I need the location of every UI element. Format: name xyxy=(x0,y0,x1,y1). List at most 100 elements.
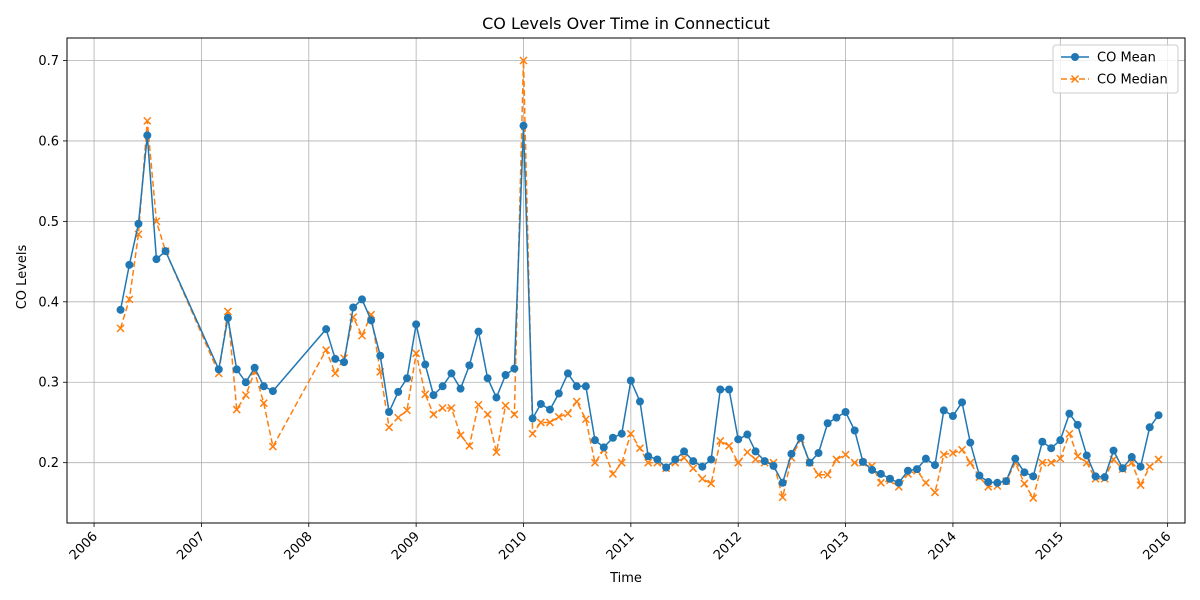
data-point-co-mean xyxy=(743,430,752,439)
data-point-co-median xyxy=(617,458,626,467)
data-point-co-median xyxy=(465,441,474,450)
data-point-co-mean xyxy=(599,443,608,452)
data-point-co-median xyxy=(751,455,760,464)
legend-marker-co-mean xyxy=(1071,53,1079,61)
grid xyxy=(67,38,1185,523)
data-point-co-median xyxy=(608,469,617,478)
data-point-co-mean xyxy=(1073,420,1082,429)
data-point-co-median xyxy=(536,418,545,427)
data-point-co-mean xyxy=(572,382,581,391)
data-point-co-mean xyxy=(268,387,277,396)
data-point-co-mean xyxy=(930,461,939,470)
data-point-co-median xyxy=(492,448,501,457)
data-point-co-mean xyxy=(662,463,671,472)
data-point-co-median xyxy=(743,448,752,457)
data-point-co-mean xyxy=(563,369,572,378)
data-point-co-median xyxy=(698,474,707,483)
data-point-co-median xyxy=(357,331,367,340)
data-point-co-median xyxy=(412,349,421,358)
data-point-co-mean xyxy=(412,320,421,329)
data-point-co-mean xyxy=(403,374,412,383)
data-point-co-median xyxy=(554,412,563,421)
data-point-co-mean xyxy=(868,465,877,474)
data-point-co-mean xyxy=(1082,451,1091,460)
data-point-co-median xyxy=(1073,452,1082,461)
y-tick-label: 0.4 xyxy=(38,295,59,310)
data-point-co-mean xyxy=(421,360,430,369)
data-point-co-median xyxy=(116,324,125,333)
data-point-co-median xyxy=(626,429,635,438)
data-point-co-mean xyxy=(796,433,805,442)
data-point-co-median xyxy=(528,429,537,438)
data-point-co-mean xyxy=(903,466,912,475)
data-point-co-mean xyxy=(1065,409,1074,418)
data-point-co-mean xyxy=(644,452,653,461)
data-point-co-median xyxy=(689,464,698,473)
data-point-co-mean xyxy=(984,477,993,486)
data-point-co-mean xyxy=(948,412,957,421)
data-point-co-median xyxy=(850,458,859,467)
data-point-co-mean xyxy=(1056,436,1065,445)
data-point-co-mean xyxy=(885,474,894,483)
data-point-co-median xyxy=(1020,479,1029,488)
data-point-co-mean xyxy=(680,447,689,456)
data-point-co-median xyxy=(447,403,456,413)
data-point-co-mean xyxy=(331,354,340,363)
legend-marker-co-median xyxy=(1070,74,1080,84)
data-point-co-mean xyxy=(921,454,930,463)
data-point-co-mean xyxy=(913,465,922,474)
data-point-co-median xyxy=(483,410,492,419)
data-point-co-mean xyxy=(975,471,984,480)
y-tick-label: 0.7 xyxy=(38,54,59,69)
data-point-co-mean xyxy=(232,365,241,374)
data-point-co-mean xyxy=(734,435,743,444)
data-point-co-mean xyxy=(223,313,232,322)
data-point-co-mean xyxy=(876,469,885,478)
data-point-co-mean xyxy=(501,371,510,380)
data-point-co-median xyxy=(823,470,832,479)
data-point-co-median xyxy=(814,470,823,479)
data-point-co-mean xyxy=(214,365,223,374)
data-point-co-median xyxy=(921,478,930,487)
data-point-co-mean xyxy=(429,391,438,400)
data-point-co-median xyxy=(1047,458,1056,467)
data-point-co-mean xyxy=(545,405,554,414)
data-point-co-mean xyxy=(510,364,519,373)
legend-label-co-mean: CO Mean xyxy=(1097,51,1156,66)
data-point-co-mean xyxy=(340,358,349,367)
data-point-co-mean xyxy=(349,303,358,312)
data-point-co-mean xyxy=(707,455,716,464)
data-point-co-mean xyxy=(447,369,456,378)
data-point-co-median xyxy=(331,369,340,378)
data-point-co-median xyxy=(259,399,268,408)
data-point-co-median xyxy=(635,444,645,453)
data-point-co-median xyxy=(394,413,403,422)
data-point-co-mean xyxy=(1002,477,1011,486)
data-point-co-mean xyxy=(787,449,796,458)
data-point-co-median xyxy=(966,458,975,467)
series-layer xyxy=(116,56,1163,503)
data-point-co-mean xyxy=(823,419,832,428)
legend: CO Mean CO Median xyxy=(1052,44,1179,94)
data-point-co-median xyxy=(1145,462,1154,471)
data-point-co-median xyxy=(545,418,554,427)
data-point-co-mean xyxy=(635,397,644,406)
data-point-co-mean xyxy=(725,385,734,394)
data-point-co-mean xyxy=(1011,454,1020,463)
data-point-co-mean xyxy=(698,462,707,471)
data-point-co-mean xyxy=(125,260,134,269)
data-point-co-median xyxy=(1029,494,1038,503)
data-point-co-mean xyxy=(394,387,403,396)
data-point-co-mean xyxy=(528,414,537,423)
data-point-co-median xyxy=(474,400,483,409)
data-point-co-mean xyxy=(536,399,545,408)
data-point-co-mean xyxy=(751,447,760,456)
data-point-co-median xyxy=(456,431,465,440)
data-point-co-mean xyxy=(814,449,823,458)
data-point-co-mean xyxy=(1038,437,1047,446)
data-point-co-median xyxy=(501,401,510,410)
data-point-co-median xyxy=(429,410,438,419)
data-point-co-mean xyxy=(367,316,376,325)
